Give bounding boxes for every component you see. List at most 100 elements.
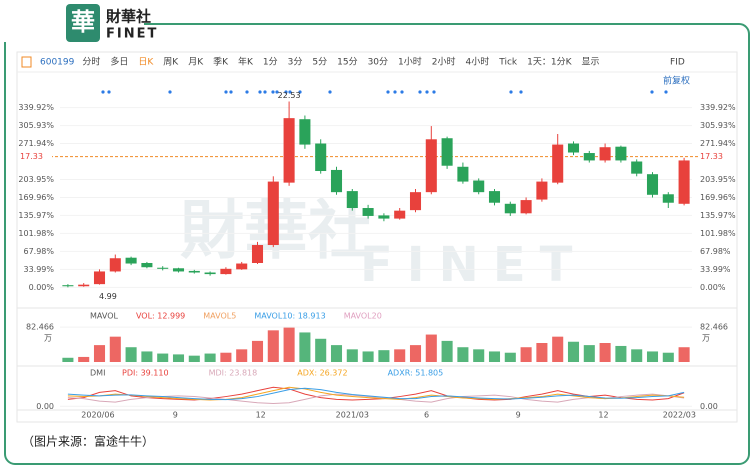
toolbar-item[interactable]: 3分: [288, 57, 303, 68]
candle-body: [583, 153, 595, 161]
y-tick-label-right: 101.98%: [700, 229, 736, 238]
volume-bar: [315, 338, 327, 362]
candle-body: [251, 245, 264, 263]
candle-body: [662, 194, 674, 203]
candle-body: [78, 284, 90, 287]
volume-bar: [251, 340, 264, 362]
candle-body: [457, 166, 469, 182]
toolbar-item[interactable]: 1小时: [398, 56, 422, 68]
dmi-legend: PDI: 39.110: [122, 369, 169, 378]
candle-body: [346, 191, 358, 209]
y-tick-label-right: 271.94%: [700, 139, 736, 148]
candle-body: [425, 139, 437, 193]
volume-bar: [536, 343, 548, 362]
candle-body: [125, 257, 137, 264]
volume-tick: 82.466: [26, 323, 54, 332]
volume-bar: [457, 347, 469, 362]
volume-bar: [78, 356, 90, 362]
volume-bar: [567, 341, 580, 362]
volume-bar: [488, 351, 501, 362]
volume-bar: [188, 355, 200, 362]
candle-body: [93, 271, 106, 285]
volume-unit-right: 万: [702, 334, 710, 343]
toolbar-item[interactable]: 30分: [368, 57, 388, 68]
toolbar-item[interactable]: 周K: [163, 57, 179, 68]
low-label: 4.99: [99, 292, 117, 301]
candle-body: [62, 285, 74, 287]
toolbar-item[interactable]: Tick: [498, 58, 518, 68]
candle-body: [378, 215, 390, 219]
candle-body: [315, 143, 327, 172]
toolbar-item[interactable]: 15分: [337, 57, 357, 68]
y-tick-label-right: 169.96%: [700, 193, 736, 202]
candle-body: [157, 267, 169, 269]
toolbar-item[interactable]: 600199: [40, 58, 75, 68]
x-tick-label: 2021/03: [336, 411, 369, 420]
toolbar-item[interactable]: 季K: [213, 56, 229, 68]
y-tick-label-right: 339.92%: [700, 103, 736, 112]
y-tick-label: 101.98%: [18, 229, 54, 238]
x-tick-label: 2020/06: [81, 411, 114, 420]
toolbar-item[interactable]: 年K: [238, 56, 254, 68]
candle-body: [204, 272, 216, 275]
candle-body: [520, 200, 532, 214]
volume-bar: [599, 343, 611, 362]
dmi-legend: MDI: 23.818: [209, 369, 258, 378]
x-tick-label: 6: [424, 411, 429, 420]
last-price-label: 17.33: [20, 152, 43, 161]
volume-bar: [204, 353, 216, 362]
toolbar-item[interactable]: 日K: [138, 57, 154, 68]
toolbar-item[interactable]: 1天：1分K: [527, 57, 572, 68]
y-tick-label: 33.99%: [23, 265, 54, 274]
y-tick-label: 169.96%: [18, 193, 54, 202]
toolbar-right[interactable]: FID: [670, 58, 685, 68]
y-tick-label: 67.98%: [23, 247, 54, 256]
x-tick-label: 9: [173, 411, 178, 420]
last-price-label: 17.33: [700, 152, 723, 161]
candle-body: [441, 138, 453, 166]
dmi-line: [67, 386, 685, 401]
candle-body: [267, 181, 279, 246]
logo-char: 華: [71, 8, 95, 36]
volume-bar: [125, 347, 137, 362]
y-tick-label: 339.92%: [18, 103, 54, 112]
y-tick-label: 271.94%: [18, 139, 54, 148]
volume-bar: [267, 330, 279, 362]
brand: 財華社: [105, 8, 151, 26]
candle-body: [172, 268, 185, 272]
last-price-tag: [18, 150, 52, 163]
candle-body: [615, 146, 627, 161]
volume-bar: [283, 327, 295, 362]
volume-bar: [615, 345, 627, 362]
sidebar-icon[interactable]: [21, 56, 32, 68]
volume-bar: [299, 332, 311, 362]
candle-body: [631, 161, 643, 174]
toolbar-item[interactable]: 5分: [312, 57, 327, 68]
volume-bar: [631, 349, 643, 362]
volume-bar: [330, 345, 343, 362]
y-tick-label-right: 33.99%: [700, 265, 731, 274]
toolbar-item[interactable]: 2小时: [432, 56, 456, 68]
volume-legend: VOL: 12.999: [136, 312, 185, 321]
candle-body: [141, 262, 153, 268]
high-label: 22.53: [278, 91, 301, 100]
volume-bar: [62, 357, 74, 362]
toolbar-item[interactable]: 1分: [263, 57, 278, 68]
adjust-button[interactable]: 前复权: [663, 75, 690, 87]
volume-bar: [220, 352, 232, 362]
y-tick-label-right: 135.97%: [700, 211, 736, 220]
toolbar-item[interactable]: 分时: [82, 56, 100, 68]
dmi-line: [67, 387, 685, 401]
toolbar-item[interactable]: 4小时: [466, 56, 490, 68]
toolbar-item[interactable]: 多日: [110, 56, 128, 68]
volume-bar: [678, 347, 690, 362]
dmi-line: [67, 386, 685, 401]
toolbar-item[interactable]: 显示: [581, 57, 599, 68]
candle-body: [599, 147, 611, 161]
dmi-tick-right: 0.00: [700, 402, 718, 411]
last-price-tag: [698, 150, 732, 163]
toolbar-item[interactable]: 月K: [188, 57, 204, 68]
logo-icon: [66, 4, 100, 42]
